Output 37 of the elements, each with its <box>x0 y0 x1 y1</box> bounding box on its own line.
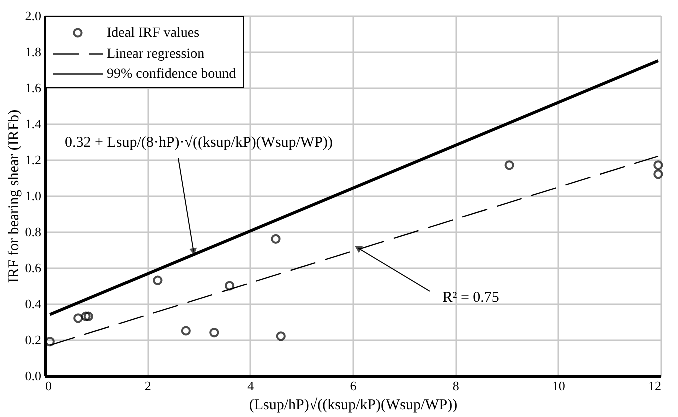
legend-label: Ideal IRF values <box>107 26 200 41</box>
y-tick-label: 1.8 <box>25 44 42 60</box>
x-tick-label: 12 <box>648 378 662 394</box>
point <box>654 170 664 180</box>
point <box>225 281 235 291</box>
y-tick-label: 1.0 <box>25 188 42 204</box>
annotation: 0.32 + Lsup/(8·hP)·√((ksup/kP)(Wsup/WP)) <box>65 135 333 151</box>
x-tick-label: 0 <box>46 378 52 394</box>
y-tick-label: 0.6 <box>25 260 42 276</box>
y-tick-label: 0.4 <box>25 296 42 312</box>
point <box>210 328 220 338</box>
x-tick-label: 4 <box>248 378 255 394</box>
y-tick-label: 0.0 <box>25 368 42 384</box>
legend-label: Linear regression <box>107 47 205 62</box>
point <box>74 314 84 324</box>
point <box>181 326 191 336</box>
point <box>504 160 514 170</box>
y-axis-title: IRF for bearing shear (IRFb) <box>6 110 22 284</box>
y-tick-label: 1.4 <box>25 116 42 132</box>
legend-label: 99% confidence bound <box>107 67 236 82</box>
annotation: R² = 0.75 <box>442 290 500 306</box>
point <box>276 332 286 342</box>
y-tick-label: 2.0 <box>25 8 42 24</box>
y-tick-label: 0.8 <box>25 224 42 240</box>
y-tick-label: 0.2 <box>25 332 42 348</box>
y-tick-label: 1.6 <box>25 80 42 96</box>
x-axis-title: (Lsup/hP)√((ksup/kP)(Wsup/WP)) <box>249 398 458 414</box>
y-tick-label: 1.2 <box>25 152 42 168</box>
point <box>84 312 94 322</box>
x-tick-label: 8 <box>452 378 460 394</box>
x-tick-label: 2 <box>144 378 152 394</box>
point <box>654 160 664 170</box>
point <box>153 276 163 286</box>
point <box>81 312 91 322</box>
point <box>271 234 281 244</box>
x-tick-label: 6 <box>350 378 358 394</box>
x-tick-label: 10 <box>552 378 566 394</box>
